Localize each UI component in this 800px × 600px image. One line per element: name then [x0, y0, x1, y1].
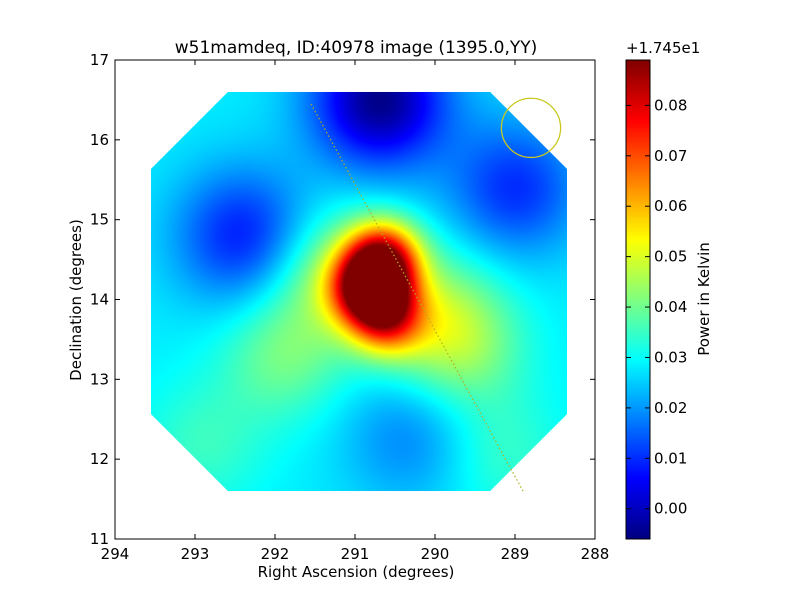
colorbar: 0.00 0.01 0.02 0.03 0.04 0.05 0.06 0.07 0.08 +1.…	[625, 39, 713, 540]
x-tick-label: 288	[581, 545, 610, 563]
x-tick-label: 292	[261, 545, 290, 563]
heatmap-image	[151, 91, 567, 492]
scan-line	[310, 103, 524, 492]
y-tick-label: 15	[90, 211, 109, 229]
y-tick-label: 17	[90, 51, 109, 69]
colorbar-label: Power in Kelvin	[695, 242, 713, 356]
y-tick-label: 14	[90, 291, 109, 309]
x-tick-label: 294	[101, 545, 130, 563]
colorbar-tick-label: 0.00	[654, 500, 687, 518]
colorbar-tick-label: 0.06	[654, 197, 687, 215]
y-axis-label: Declination (degrees)	[67, 219, 85, 381]
x-axis-ticks: 294 293 292 291 290 289 288	[101, 60, 610, 563]
colorbar-frame	[625, 59, 651, 540]
chart-title: w51mamdeq, ID:40978 image (1395.0,YY)	[175, 38, 538, 58]
colorbar-offset-label: +1.745e1	[626, 39, 700, 57]
x-tick-label: 289	[501, 545, 530, 563]
colorbar-tick-label: 0.04	[654, 298, 687, 316]
colorbar-tick-label: 0.08	[654, 96, 687, 114]
y-tick-label: 11	[90, 530, 109, 548]
x-tick-label: 293	[181, 545, 210, 563]
colorbar-ticks: 0.00 0.01 0.02 0.03 0.04 0.05 0.06 0.07 0.08	[626, 96, 687, 518]
y-tick-label: 13	[90, 370, 109, 388]
colorbar-tick-label: 0.02	[654, 399, 687, 417]
y-tick-label: 12	[90, 450, 109, 468]
colorbar-tick-label: 0.07	[654, 147, 687, 165]
colorbar-tick-label: 0.05	[654, 248, 687, 266]
beam-circle	[500, 97, 562, 159]
x-axis-label: Right Ascension (degrees)	[258, 563, 455, 581]
colorbar-tick-label: 0.03	[654, 348, 687, 366]
y-tick-label: 16	[90, 131, 109, 149]
y-axis-ticks: 11 12 13 14 15 16 17	[90, 51, 595, 548]
x-tick-label: 291	[341, 545, 370, 563]
colorbar-tick-label: 0.01	[654, 449, 687, 467]
x-tick-label: 290	[421, 545, 450, 563]
